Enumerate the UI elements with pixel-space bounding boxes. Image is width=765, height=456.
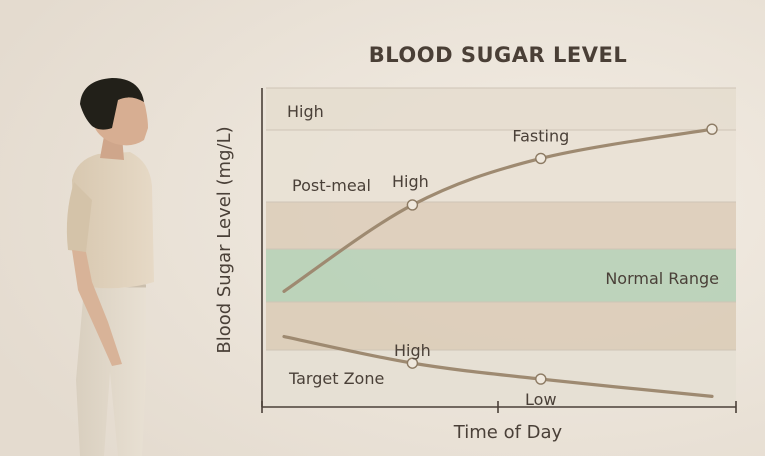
series-1-point-2 <box>535 373 547 385</box>
band-5 <box>266 350 736 407</box>
band-3 <box>266 249 736 302</box>
band-label-3: Normal Range <box>605 269 719 288</box>
band-4 <box>266 302 736 350</box>
axes <box>261 88 737 413</box>
band-1 <box>266 130 736 202</box>
series-0-point-2 <box>535 152 547 165</box>
band-2 <box>266 202 736 249</box>
person-pants <box>76 288 146 456</box>
series-1-point-1 <box>406 357 419 369</box>
person-hair <box>80 78 144 130</box>
series-0-annotation-0: High <box>392 172 429 191</box>
band-label-5: Target Zone <box>288 369 384 388</box>
series-0-annotation-1: Fasting <box>512 126 569 145</box>
range-bands: High Post-meal Normal Range Target Zone <box>266 87 736 407</box>
band-0 <box>266 88 736 130</box>
series-1-annotation-0: High <box>394 341 431 360</box>
series: High Fasting High Low <box>282 123 718 409</box>
y-axis-label: Blood Sugar Level (mg/L) <box>214 126 235 353</box>
band-label-1: Post-meal <box>292 176 371 195</box>
person-sleeve <box>66 182 92 252</box>
series-0-point-3 <box>706 123 718 135</box>
person-illustration <box>66 78 154 456</box>
x-axis-label: Time of Day <box>453 422 563 443</box>
series-1-annotation-1: Low <box>525 390 557 409</box>
series-0-line <box>282 127 714 293</box>
band-label-0: High <box>287 102 324 121</box>
series-0-point-1 <box>406 199 419 211</box>
person-shirt <box>72 152 154 289</box>
person-arm <box>72 250 122 366</box>
series-1-line <box>282 334 714 398</box>
chart-title: BLOOD SUGAR LEVEL <box>369 43 627 67</box>
